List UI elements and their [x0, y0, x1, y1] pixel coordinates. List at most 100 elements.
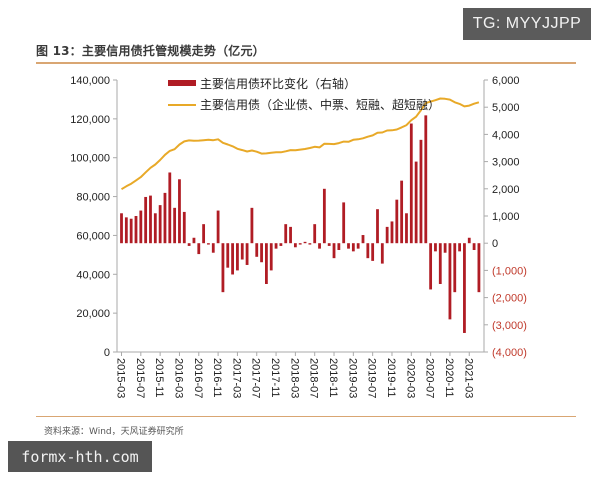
bar	[289, 226, 292, 244]
bar	[463, 243, 466, 333]
x-tick-label: 2018-07	[308, 358, 320, 398]
x-tick-label: 2019-07	[366, 358, 378, 398]
bar	[366, 243, 370, 259]
bar	[453, 243, 457, 293]
x-tick-label: 2018-11	[327, 358, 339, 398]
bar	[332, 243, 336, 259]
x-tick-label: 2019-11	[385, 358, 397, 398]
bar	[405, 213, 408, 244]
bar	[178, 179, 181, 244]
credit-bond-line	[120, 97, 480, 191]
bar	[226, 243, 230, 268]
bar	[400, 180, 404, 244]
bar	[221, 243, 225, 293]
bar	[265, 243, 268, 284]
bar	[158, 205, 162, 244]
bar	[308, 243, 312, 245]
bar	[351, 243, 355, 252]
bar	[187, 243, 191, 246]
bar	[182, 211, 186, 244]
bar	[356, 243, 360, 249]
right-tick-label: (1,000)	[492, 265, 527, 277]
x-tick-label: 2017-11	[269, 358, 281, 398]
bar	[322, 188, 326, 244]
bar	[168, 172, 172, 244]
x-tick-label: 2020-03	[404, 358, 416, 398]
bar	[385, 226, 389, 244]
right-tick-label: 4,000	[492, 129, 520, 141]
bar	[419, 139, 423, 244]
bar	[443, 243, 447, 253]
right-tick-label: 0	[492, 238, 498, 250]
x-tick-label: 2019-03	[346, 358, 358, 398]
right-tick-label: 1,000	[492, 211, 520, 223]
left-tick-label: 140,000	[70, 75, 110, 87]
bar	[269, 243, 273, 271]
bar	[260, 243, 263, 263]
x-tick-label: 2018-03	[288, 358, 300, 398]
bar	[163, 192, 167, 244]
bar	[380, 243, 384, 264]
bar	[216, 210, 220, 244]
bar	[424, 115, 428, 244]
bar	[129, 218, 133, 244]
bar	[293, 243, 297, 248]
left-tick-label: 120,000	[70, 114, 110, 126]
bar	[250, 207, 254, 244]
bar	[303, 241, 307, 244]
bar	[236, 243, 239, 271]
watermark-bottom-left: formx-hth.com	[8, 441, 152, 472]
chart-title: 图 13：主要信用债托管规模走势（亿元）	[36, 44, 265, 58]
bar	[371, 243, 375, 261]
bar	[467, 237, 471, 244]
legend-bar-label: 主要信用债环比变化（右轴）	[200, 76, 356, 91]
left-tick-label: 40,000	[76, 269, 110, 281]
legend: 主要信用债环比变化（右轴） 主要信用债（企业债、中票、短融、超短融）	[168, 76, 440, 112]
x-tick-label: 2020-11	[443, 358, 455, 398]
legend-bar-swatch	[168, 80, 196, 86]
bar	[245, 243, 249, 265]
left-tick-label: 0	[104, 347, 110, 359]
x-tick-label: 2021-03	[462, 358, 474, 398]
x-tick-label: 2020-07	[424, 358, 436, 398]
bar	[211, 243, 215, 253]
bar	[458, 243, 461, 252]
bar	[395, 199, 399, 244]
bar	[409, 123, 413, 244]
bar	[124, 217, 128, 244]
x-tick-label: 2016-07	[192, 358, 204, 398]
bar	[240, 243, 244, 260]
x-tick-label: 2017-07	[250, 358, 262, 398]
bar	[327, 243, 331, 246]
bar	[202, 224, 206, 244]
bar	[139, 210, 143, 244]
right-tick-label: 6,000	[492, 75, 520, 87]
bar	[134, 216, 138, 244]
bar	[337, 243, 341, 250]
bar	[448, 243, 452, 320]
bar	[197, 243, 201, 255]
x-tick-label: 2015-03	[115, 358, 127, 398]
bar	[429, 243, 433, 290]
right-tick-label: 3,000	[492, 157, 520, 169]
footer-divider	[36, 416, 576, 417]
right-tick-label: 2,000	[492, 184, 520, 196]
bar	[192, 237, 196, 244]
bar	[120, 213, 123, 244]
bar	[144, 196, 148, 244]
bar	[477, 243, 481, 293]
left-tick-label: 60,000	[76, 230, 110, 242]
x-tick-label: 2017-03	[230, 358, 242, 398]
x-tick-label: 2015-07	[134, 358, 146, 398]
bar	[318, 243, 321, 249]
bar	[472, 243, 476, 250]
bar	[414, 161, 418, 244]
watermark-top-right: TG: MYYJJPP	[463, 8, 591, 40]
bar	[207, 243, 210, 245]
right-tick-label: (2,000)	[492, 293, 527, 305]
bar	[434, 243, 437, 252]
x-tick-label: 2016-03	[172, 358, 184, 398]
bar	[390, 221, 394, 244]
bar	[153, 213, 157, 244]
